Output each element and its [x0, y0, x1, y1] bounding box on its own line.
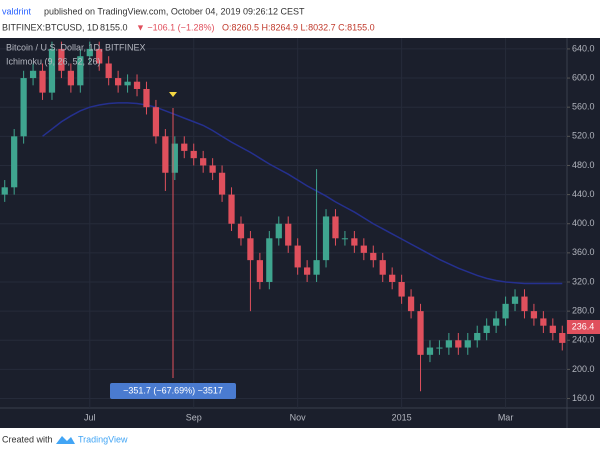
candle-body	[502, 303, 509, 319]
y-tick-label: 240.0	[572, 335, 595, 345]
candle-body	[162, 136, 169, 173]
candle-body	[181, 143, 188, 151]
candle-body	[11, 136, 18, 188]
candle-body	[417, 311, 424, 355]
candle-body	[275, 223, 282, 239]
candle-body	[436, 347, 443, 349]
indicator-legend: Ichimoku (9, 26, 52, 26)	[6, 56, 101, 66]
candle-body	[389, 274, 396, 282]
y-tick-label: 360.0	[572, 247, 595, 257]
candle-body	[360, 245, 367, 253]
candle-body	[266, 238, 273, 282]
candle-body	[39, 70, 46, 93]
x-tick-label: Jul	[84, 412, 96, 422]
candle-body	[124, 81, 131, 86]
candle-body	[115, 78, 122, 86]
candle-body	[67, 70, 74, 86]
chart-title: Bitcoin / U.S. Dollar, 1D, BITFINEX	[6, 42, 146, 52]
candle-body	[483, 325, 490, 333]
y-tick-label: 640.0	[572, 43, 595, 53]
candle-body	[370, 252, 377, 261]
candle-body	[77, 56, 84, 86]
y-tick-label: 560.0	[572, 102, 595, 112]
x-tick-label: Mar	[498, 412, 514, 422]
x-tick-label: 2015	[392, 412, 412, 422]
published: published on TradingView.com, October 04…	[44, 6, 305, 16]
candle-body	[152, 107, 160, 137]
y-tick-label: 320.0	[572, 276, 595, 286]
candle-body	[218, 172, 226, 195]
candle-body	[559, 332, 566, 343]
change: ▼ −106.1 (−1.28%)	[136, 22, 214, 32]
candle-body	[58, 48, 65, 71]
candle-body	[474, 332, 481, 341]
last-price-box	[567, 320, 600, 334]
candle-body	[105, 63, 112, 79]
marker	[169, 92, 177, 97]
candle-body	[540, 318, 547, 326]
candle-body	[511, 296, 519, 304]
footer-brand[interactable]: TradingView	[78, 434, 128, 444]
candle-body	[351, 238, 358, 246]
overlay-line	[42, 102, 563, 285]
candle-body	[426, 347, 434, 355]
author[interactable]: valdrint	[2, 6, 32, 16]
candle-body	[237, 223, 245, 239]
candle-body	[530, 311, 538, 319]
candle-body	[96, 48, 103, 64]
candle-body	[493, 318, 500, 326]
x-tick-label: Sep	[186, 412, 202, 422]
candle-body	[521, 296, 528, 312]
candle-body	[86, 48, 93, 57]
candle-body	[313, 260, 320, 275]
candle-body	[398, 281, 405, 297]
candle-body	[190, 150, 197, 159]
candle-body	[200, 158, 207, 166]
candle-body	[341, 238, 349, 240]
y-tick-label: 160.0	[572, 393, 595, 403]
candle-body	[209, 165, 216, 173]
logo	[56, 436, 75, 444]
candle-body	[332, 216, 339, 239]
candle-body	[285, 223, 292, 246]
ohlc: O:8260.5 H:8264.9 L:8032.7 C:8155.0	[222, 22, 375, 32]
y-tick-label: 600.0	[572, 72, 595, 82]
candle-body	[171, 143, 178, 173]
candle-body	[143, 88, 150, 108]
y-tick-label: 400.0	[572, 218, 595, 228]
candle-body	[133, 81, 141, 89]
candle-body	[445, 340, 452, 348]
price: 8155.0	[100, 22, 128, 32]
chart-area	[0, 38, 600, 428]
candle-body	[379, 260, 386, 275]
symbol: BITFINEX:BTCUSD, 1D	[2, 22, 99, 32]
candle-body	[322, 216, 330, 261]
candle-body	[256, 260, 263, 282]
candle-body	[1, 187, 8, 195]
candle-body	[29, 70, 37, 79]
plot	[0, 38, 567, 408]
y-tick-label: 200.0	[572, 364, 595, 374]
candle-body	[455, 340, 462, 348]
candle-body	[228, 194, 235, 224]
y-tick-label: 440.0	[572, 189, 595, 199]
candle-body	[247, 238, 254, 261]
measure-box	[110, 383, 236, 399]
candle-body	[48, 48, 56, 93]
y-tick-label: 520.0	[572, 131, 595, 141]
candle-body	[549, 325, 556, 333]
y-tick-label: 480.0	[572, 160, 595, 170]
measure-label: −351.7 (−67.69%) −3517	[123, 385, 223, 395]
candle-body	[294, 245, 301, 268]
candle-body	[407, 296, 415, 312]
y-tick-label: 280.0	[572, 306, 595, 316]
x-tick-label: Nov	[290, 412, 307, 422]
footer-created: Created with	[2, 434, 53, 444]
candle-body	[464, 340, 471, 348]
last-price-label: 236.4	[572, 321, 595, 331]
candle-body	[304, 267, 311, 275]
candle-body	[20, 78, 27, 137]
